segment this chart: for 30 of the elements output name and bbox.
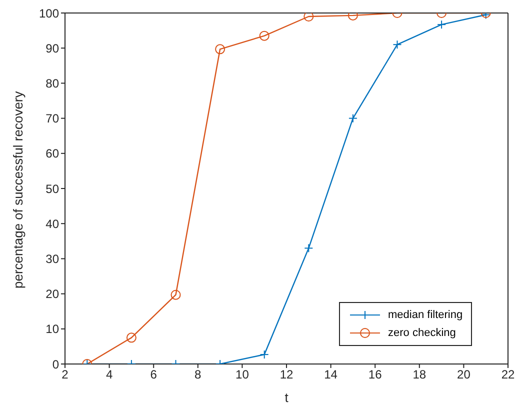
x-tick-label: 18 <box>412 368 426 382</box>
x-tick-label: 2 <box>62 368 69 382</box>
legend-label: zero checking <box>388 327 456 339</box>
x-tick-label: 16 <box>368 368 382 382</box>
x-tick-label: 8 <box>194 368 202 382</box>
x-tick-label: 20 <box>457 368 471 382</box>
x-tick-label: 22 <box>501 368 515 382</box>
x-tick-label: 10 <box>236 368 250 382</box>
y-axis-title: percentage of successful recovery <box>10 90 26 288</box>
point <box>259 30 270 41</box>
y-tick-label: 30 <box>46 252 60 266</box>
x-tick-label: 14 <box>324 368 338 382</box>
y-tick-label: 20 <box>46 287 60 302</box>
point <box>304 13 314 22</box>
y-tick-label: 80 <box>46 76 60 90</box>
y-tick-label: 10 <box>46 322 60 336</box>
x-tick-label: 6 <box>150 368 158 382</box>
x-tick-label: 12 <box>280 368 294 382</box>
y-tick-label: 50 <box>46 182 60 196</box>
point <box>170 290 181 300</box>
x-axis-title: t <box>284 390 289 405</box>
x-tick-label: 4 <box>106 368 113 382</box>
legend-label: median filtering <box>388 309 463 321</box>
y-tick-label: 70 <box>46 112 60 126</box>
y-tick-label: 90 <box>46 41 60 56</box>
point <box>215 44 226 54</box>
y-tick-label: 0 <box>52 357 60 372</box>
y-tick-label: 60 <box>46 146 60 161</box>
y-tick-label: 100 <box>38 6 60 20</box>
y-tick-label: 40 <box>46 216 60 231</box>
